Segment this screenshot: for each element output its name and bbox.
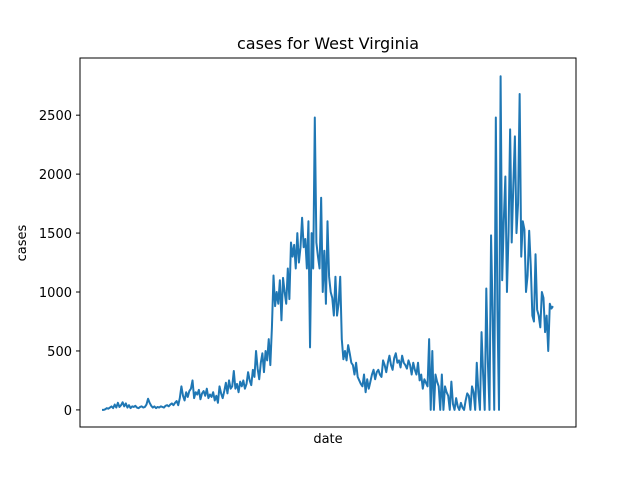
y-tick-label: 2500 xyxy=(39,109,72,124)
series-line-cases xyxy=(102,75,554,411)
y-tick-label: 1000 xyxy=(39,286,72,301)
y-tick-label: 500 xyxy=(47,345,72,360)
y-tick-label: 1500 xyxy=(39,227,72,242)
chart-title: cases for West Virginia xyxy=(237,34,419,53)
y-axis-ticks: 0 500 1000 1500 2000 2500 xyxy=(39,109,80,419)
y-tick-label: 2000 xyxy=(39,168,72,183)
y-tick-label: 0 xyxy=(64,404,72,419)
y-axis-title: cases xyxy=(15,224,30,261)
x-axis-title: date xyxy=(313,432,342,447)
plot-frame xyxy=(79,57,577,428)
